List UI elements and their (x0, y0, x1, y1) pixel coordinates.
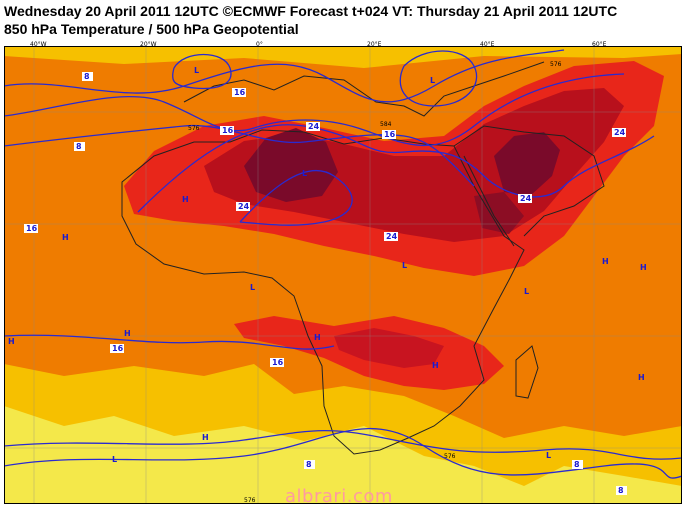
svg-text:16: 16 (112, 344, 124, 353)
contour-8-north (4, 49, 565, 103)
svg-text:24: 24 (238, 202, 250, 211)
svg-text:8: 8 (306, 460, 312, 469)
low-center: L (112, 455, 117, 464)
coastline-africa (121, 129, 525, 455)
contour-label-8: 8 (572, 460, 583, 469)
watermark: albrari.com (285, 486, 393, 507)
low-center: L (402, 261, 407, 270)
svg-text:16: 16 (234, 88, 246, 97)
contour-label-16: 16 (382, 130, 396, 139)
svg-text:24: 24 (386, 232, 398, 241)
geopotential-label-584: 584 (380, 121, 392, 128)
map-frame (4, 46, 682, 504)
contour-label-8: 8 (304, 460, 315, 469)
svg-text:16: 16 (222, 126, 234, 135)
contour-label-24: 24 (306, 122, 320, 131)
high-center: H (124, 329, 131, 338)
contour-high-atlantic (171, 54, 232, 90)
contour-labels: 8 8 16 16 16 16 16 16 (24, 72, 627, 495)
contour-label-16: 16 (24, 224, 38, 233)
contour-label-8: 8 (82, 72, 93, 81)
coastlines (121, 61, 605, 455)
contour-label-16: 16 (232, 88, 246, 97)
high-center: H (602, 257, 609, 266)
weather-map: L L L L L L L L H H H H H H H H H H 8 8 … (4, 46, 682, 504)
coastline-madagascar (515, 345, 539, 399)
geopotential-label-576: 576 (188, 125, 200, 132)
low-center: L (430, 76, 435, 85)
high-center: H (432, 361, 439, 370)
contour-label-16: 16 (220, 126, 234, 135)
band-crimson-south (334, 328, 444, 368)
chart-header: Wednesday 20 April 2011 12UTC ©ECMWF For… (0, 0, 686, 48)
high-center: H (8, 337, 15, 346)
pressure-centres: L L L L L L L L H H H H H H H H H H (8, 66, 647, 464)
low-center: L (524, 287, 529, 296)
longitude-label-0: 0° (256, 41, 263, 48)
contour-16-south (4, 334, 335, 350)
longitude-label-20e: 20°E (367, 41, 382, 48)
svg-text:24: 24 (308, 122, 320, 131)
band-maroon-arabia-2 (474, 192, 524, 234)
contour-label-16: 16 (110, 344, 124, 353)
contour-label-24: 24 (612, 128, 626, 137)
contour-576 (4, 124, 475, 187)
contour-16-north (4, 73, 625, 147)
high-center: H (182, 195, 189, 204)
svg-text:8: 8 (574, 460, 580, 469)
contour-8-south (4, 427, 682, 479)
contour-24-inner (239, 170, 353, 226)
svg-text:24: 24 (520, 194, 532, 203)
high-center: H (314, 333, 321, 342)
longitude-label-40w: 40°W (30, 41, 47, 48)
coastline-red-sea (463, 155, 515, 247)
high-center: H (62, 233, 69, 242)
coastline-arabia (453, 125, 605, 237)
svg-text:16: 16 (272, 358, 284, 367)
svg-text:8: 8 (76, 142, 82, 151)
low-center: L (250, 283, 255, 292)
contour-24 (137, 124, 655, 213)
contour-label-24: 24 (518, 194, 532, 203)
high-center: H (638, 373, 645, 382)
geopotential-label-576: 576 (444, 453, 456, 460)
contours (4, 49, 682, 479)
longitude-label-40e: 40°E (480, 41, 495, 48)
contour-label-8: 8 (616, 486, 627, 495)
contour-low-europe (399, 50, 478, 107)
contour-label-16: 16 (270, 358, 284, 367)
longitude-label-20w: 20°W (140, 41, 157, 48)
forecast-subtitle: 850 hPa Temperature / 500 hPa Geopotenti… (4, 21, 299, 37)
forecast-title: Wednesday 20 April 2011 12UTC ©ECMWF For… (4, 3, 618, 19)
low-center: L (546, 451, 551, 460)
band-maroon-sahara (244, 128, 338, 202)
svg-text:8: 8 (618, 486, 624, 495)
geopotential-label-576: 576 (244, 497, 256, 504)
svg-text:16: 16 (384, 130, 396, 139)
high-center: H (640, 263, 647, 272)
high-center: H (202, 433, 209, 442)
contour-584 (4, 429, 682, 460)
band-maroon-arabia (494, 132, 560, 196)
svg-text:8: 8 (84, 72, 90, 81)
geopotential-label-576: 576 (550, 61, 562, 68)
geopotential-labels: 576 576 576 576 584 (188, 61, 562, 504)
longitude-label-60e: 60°E (592, 41, 607, 48)
contour-label-24: 24 (384, 232, 398, 241)
band-crimson (204, 88, 624, 242)
svg-text:24: 24 (614, 128, 626, 137)
contour-label-8: 8 (74, 142, 85, 151)
contour-label-24: 24 (236, 202, 250, 211)
low-center: L (302, 169, 307, 178)
low-center: L (194, 66, 199, 75)
svg-text:16: 16 (26, 224, 38, 233)
